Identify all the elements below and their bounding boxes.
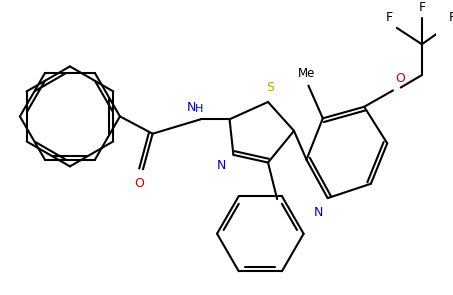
Text: N: N — [313, 206, 323, 219]
Text: S: S — [266, 81, 274, 94]
Text: N: N — [217, 159, 226, 172]
Text: F: F — [418, 1, 425, 14]
Text: F: F — [449, 11, 453, 24]
Text: F: F — [386, 11, 393, 24]
Text: H: H — [195, 104, 203, 114]
Text: O: O — [134, 177, 144, 190]
Text: N: N — [186, 101, 196, 114]
Text: O: O — [395, 72, 405, 85]
Text: Me: Me — [298, 67, 315, 80]
